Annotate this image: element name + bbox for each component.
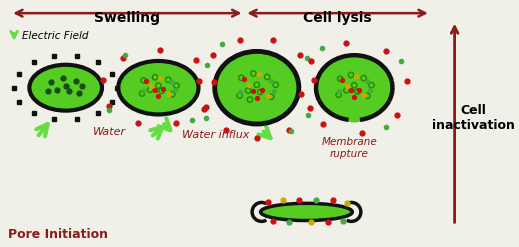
Ellipse shape	[316, 55, 392, 120]
Ellipse shape	[343, 109, 366, 122]
Text: Water: Water	[92, 127, 126, 137]
Ellipse shape	[118, 61, 198, 114]
Ellipse shape	[215, 51, 299, 124]
Ellipse shape	[30, 65, 102, 111]
Text: Membrane
rupture: Membrane rupture	[322, 137, 377, 159]
Text: Water influx: Water influx	[182, 130, 250, 141]
Ellipse shape	[261, 203, 352, 221]
Text: Pore Initiation: Pore Initiation	[8, 228, 108, 241]
Text: Cell
inactivation: Cell inactivation	[432, 104, 515, 132]
Text: Electric Field: Electric Field	[22, 31, 88, 41]
Text: Swelling: Swelling	[94, 11, 160, 25]
Text: Cell lysis: Cell lysis	[303, 11, 372, 25]
